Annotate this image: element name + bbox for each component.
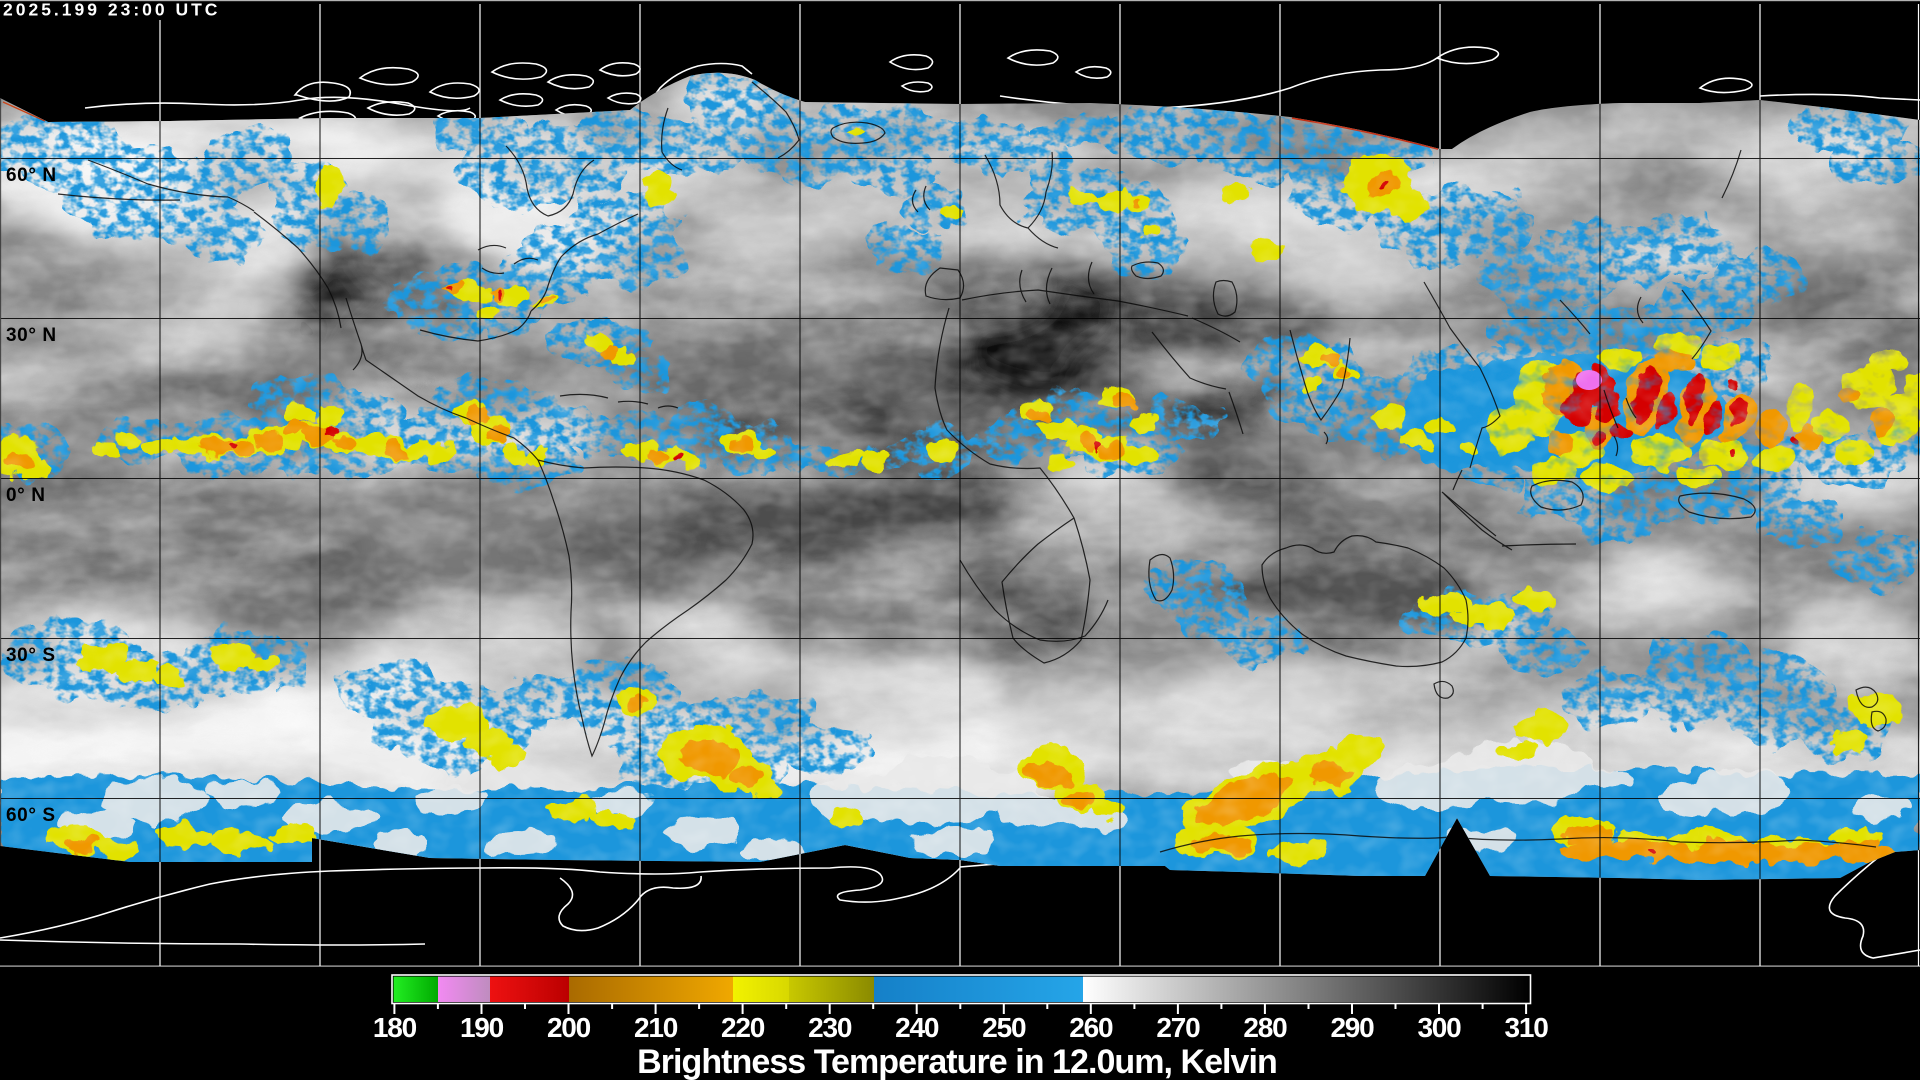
svg-text:280: 280 — [1243, 1012, 1287, 1043]
svg-text:30° N: 30° N — [6, 325, 57, 346]
svg-text:230: 230 — [808, 1012, 852, 1043]
svg-text:30° S: 30° S — [6, 645, 56, 666]
svg-text:270: 270 — [1156, 1012, 1200, 1043]
svg-text:260: 260 — [1069, 1012, 1113, 1043]
svg-text:310: 310 — [1505, 1012, 1549, 1043]
svg-text:240: 240 — [895, 1012, 939, 1043]
svg-text:2025.199 23:00 UTC: 2025.199 23:00 UTC — [3, 0, 220, 20]
svg-text:300: 300 — [1417, 1012, 1461, 1043]
svg-text:0° N: 0° N — [6, 485, 46, 506]
svg-text:60° N: 60° N — [6, 165, 57, 186]
svg-text:290: 290 — [1330, 1012, 1374, 1043]
svg-text:210: 210 — [634, 1012, 678, 1043]
svg-text:200: 200 — [547, 1012, 591, 1043]
svg-text:180: 180 — [373, 1012, 417, 1043]
svg-text:220: 220 — [721, 1012, 765, 1043]
svg-text:250: 250 — [982, 1012, 1026, 1043]
svg-text:190: 190 — [460, 1012, 504, 1043]
svg-text:60° S: 60° S — [6, 805, 56, 826]
svg-text:Brightness Temperature in 12.0: Brightness Temperature in 12.0um, Kelvin — [637, 1043, 1277, 1080]
